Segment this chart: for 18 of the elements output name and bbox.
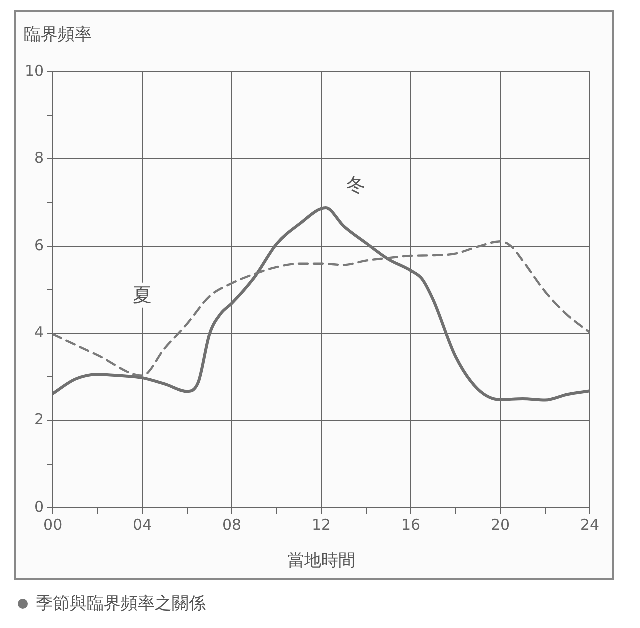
- x-axis-title: 當地時間: [288, 550, 356, 571]
- x-tick-label: 00: [44, 516, 63, 534]
- series-label: 冬: [346, 174, 366, 196]
- y-tick-label: 10: [24, 62, 44, 80]
- y-tick-label: 8: [34, 149, 44, 168]
- y-tick-label: 6: [34, 236, 44, 254]
- text: 季節與臨界頻率之關係: [36, 593, 206, 615]
- x-tick-label: 24: [580, 516, 600, 534]
- x-tick-label: 12: [312, 516, 332, 534]
- x-tick-label: 16: [401, 516, 421, 534]
- y-tick-label: 2: [34, 410, 44, 429]
- x-tick-label: 08: [222, 516, 242, 534]
- y-tick-label: 4: [34, 323, 44, 342]
- y-axis-title: 臨界頻率: [24, 25, 92, 45]
- series-label: 夏: [133, 284, 152, 306]
- x-tick-label: 04: [133, 516, 152, 534]
- x-tick-label: 20: [490, 516, 510, 534]
- y-tick-label: 0: [34, 498, 44, 516]
